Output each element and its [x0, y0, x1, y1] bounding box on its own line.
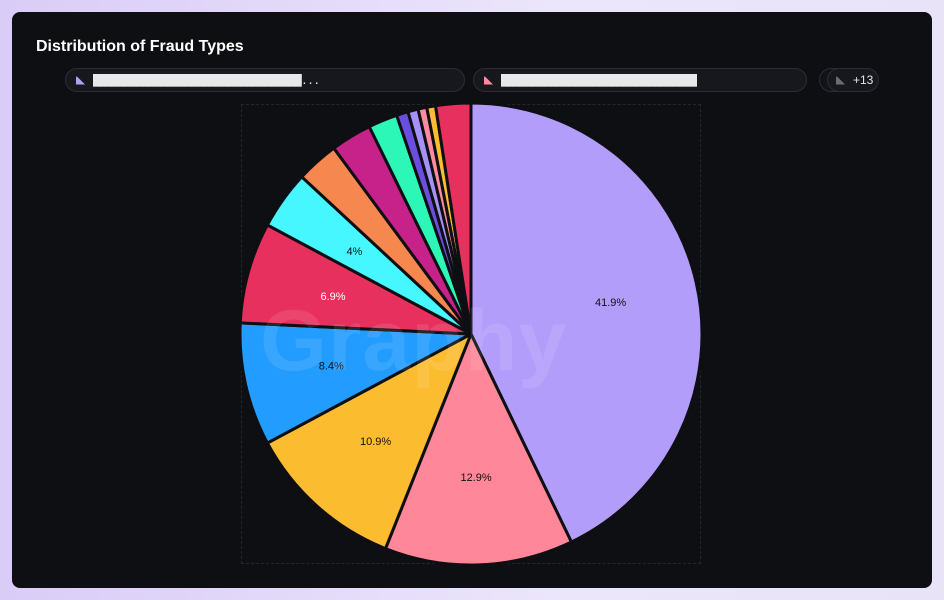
legend-more-count: +13	[853, 73, 874, 87]
legend-swatch-icon	[836, 75, 845, 85]
pie-slice-5[interactable]	[238, 223, 473, 336]
chart-card: Distribution of Fraud Types ████████████…	[12, 12, 932, 588]
slice-data-label-6: 4%	[346, 246, 362, 258]
slice-data-label-3: 10.9%	[360, 436, 391, 448]
pie-slice-4[interactable]	[238, 321, 473, 445]
legend-swatch-icon	[484, 75, 493, 85]
slice-data-label-1: 41.9%	[595, 297, 626, 309]
pie-slice-2[interactable]	[384, 332, 573, 567]
pie-slice-3[interactable]	[265, 332, 473, 551]
slice-data-label-5: 6.9%	[320, 291, 345, 303]
legend-more-button[interactable]: +13	[827, 68, 879, 92]
pie-slice-1[interactable]	[469, 101, 704, 544]
pie-chart: 41.9% 12.9% 10.9% 8.4% 6.9% 4%	[238, 101, 704, 567]
pie-slice-14[interactable]	[434, 101, 473, 336]
legend-swatch-icon	[76, 75, 85, 85]
chart-title: Distribution of Fraud Types	[36, 38, 244, 55]
legend-item-2[interactable]: ████████████████████████████████	[473, 68, 807, 92]
slice-data-label-4: 8.4%	[319, 361, 344, 373]
legend-item-1[interactable]: ██████████████████████████████████...	[65, 68, 465, 92]
slice-data-label-2: 12.9%	[460, 472, 491, 484]
